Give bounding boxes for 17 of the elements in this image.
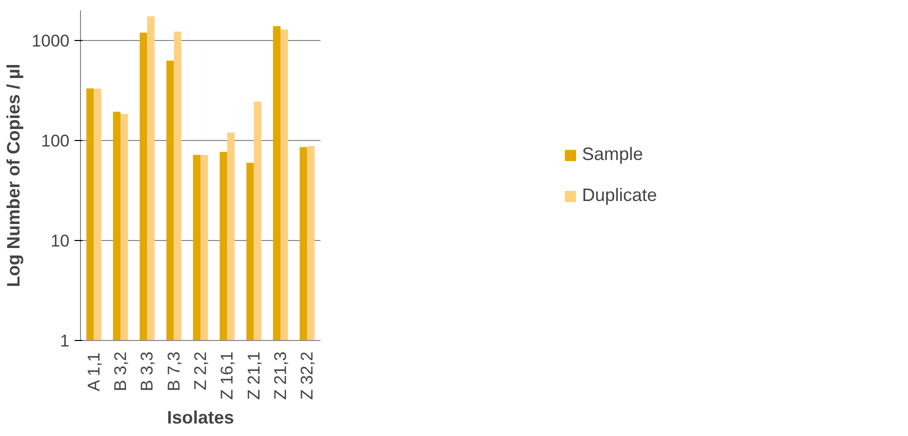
y-axis-title: Log Number of Copies / µl (4, 64, 24, 288)
x-tick-label: Z 21,3 (271, 351, 290, 400)
x-tick-label: Z 21,1 (244, 351, 264, 400)
x-tick-label: Z 16,1 (218, 351, 237, 400)
y-tick-label: 10 (50, 232, 70, 251)
y-tick-label: 100 (41, 132, 70, 151)
x-tick-label: B 3,2 (111, 351, 130, 392)
x-tick-label: B 7,3 (164, 351, 184, 392)
y-tick-label: 1000 (32, 32, 70, 51)
legend-label: Duplicate (582, 185, 658, 206)
x-tick-label: Z 2,2 (191, 351, 210, 390)
y-tick-label: 1 (60, 332, 70, 350)
x-tick-label: A 1,1 (84, 352, 104, 392)
x-tick-label: Z 32,2 (298, 351, 317, 400)
x-axis-title: Isolates (166, 408, 234, 428)
legend-label: Sample (582, 144, 644, 165)
x-tick-label: B 3,3 (138, 351, 157, 392)
